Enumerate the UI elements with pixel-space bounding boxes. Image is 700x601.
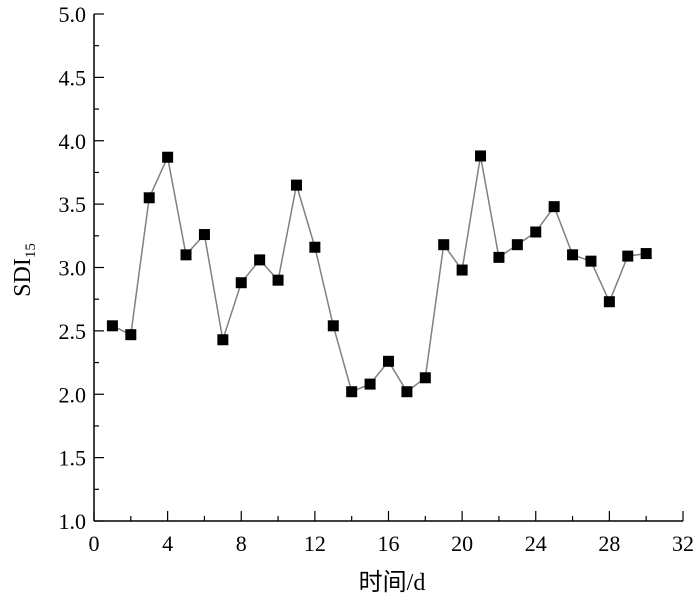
data-point xyxy=(419,372,431,384)
y-tick-label: 4.5 xyxy=(59,65,87,90)
data-point xyxy=(125,329,137,341)
y-tick-label: 1.0 xyxy=(59,509,87,534)
data-point xyxy=(364,378,376,390)
data-point xyxy=(640,248,652,260)
ticks: 0 4 8 12 16 20 24 28 32 1.0 1.5 2.0 2.5 3.0 3.5 4.0 4.5 5… xyxy=(59,2,695,556)
data-point xyxy=(290,179,302,191)
y-tick-label: 4.0 xyxy=(59,129,87,154)
data-point xyxy=(622,250,634,262)
data-point xyxy=(162,151,174,163)
y-axis-title-subscript: 15 xyxy=(23,243,39,258)
data-point xyxy=(327,320,339,332)
data-point xyxy=(346,386,358,398)
data-point xyxy=(530,226,542,238)
y-tick-label: 3.0 xyxy=(59,256,87,281)
data-point xyxy=(180,249,192,261)
x-tick-label: 4 xyxy=(162,531,173,556)
series-group xyxy=(106,150,652,398)
data-point xyxy=(143,192,155,204)
data-point xyxy=(493,251,505,263)
data-point xyxy=(272,274,284,286)
data-point xyxy=(106,320,118,332)
data-point xyxy=(585,255,597,267)
y-tick-label: 5.0 xyxy=(59,2,87,27)
series-line xyxy=(112,154,647,393)
y-tick-label: 3.5 xyxy=(59,192,87,217)
x-tick-label: 28 xyxy=(598,531,620,556)
x-tick-label: 16 xyxy=(378,531,400,556)
data-point xyxy=(567,249,579,261)
data-point xyxy=(603,296,615,308)
data-point xyxy=(475,150,487,162)
y-tick-label: 2.0 xyxy=(59,382,87,407)
x-axis-title: 时间/d xyxy=(359,569,426,596)
x-tick-label: 32 xyxy=(672,531,694,556)
data-point xyxy=(511,239,523,251)
x-tick-label: 0 xyxy=(89,531,100,556)
x-tick-label: 8 xyxy=(236,531,247,556)
y-tick-label: 2.5 xyxy=(59,319,87,344)
x-tick-label: 24 xyxy=(525,531,547,556)
data-point xyxy=(198,229,210,241)
data-point xyxy=(254,254,266,266)
x-tick-label: 20 xyxy=(451,531,473,556)
data-point xyxy=(235,277,247,289)
y-axis-title-main: SDI xyxy=(10,258,36,297)
data-point xyxy=(217,334,229,346)
data-point xyxy=(309,241,321,253)
data-point xyxy=(383,355,394,367)
data-point xyxy=(456,264,468,276)
data-point xyxy=(438,239,450,251)
data-point xyxy=(401,386,413,398)
x-tick-label: 12 xyxy=(304,531,326,556)
y-axis-title: SDI15 xyxy=(10,243,39,297)
data-point xyxy=(548,201,560,213)
y-tick-label: 1.5 xyxy=(59,446,87,471)
